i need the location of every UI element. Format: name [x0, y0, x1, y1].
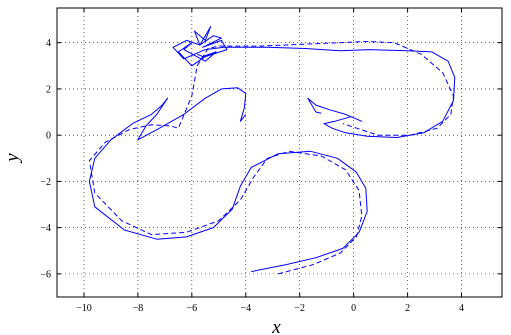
y-axis-label: y	[2, 153, 23, 164]
x-tick-label: 4	[459, 303, 464, 314]
axes-frame	[56, 7, 503, 298]
x-tick-label: 0	[351, 303, 356, 314]
y-tick-label: 2	[46, 84, 51, 95]
y-tick-label: 4	[46, 38, 51, 49]
x-tick-label: −6	[187, 303, 198, 314]
trajectory-solid-line	[88, 87, 368, 273]
y-tick-label: −2	[40, 177, 51, 188]
x-tick-label: −10	[76, 303, 92, 314]
x-tick-label: −2	[294, 303, 305, 314]
trajectory-solid-line	[194, 46, 456, 138]
x-tick-label: −8	[133, 303, 144, 314]
trajectory-solid-line	[172, 26, 228, 67]
y-tick-label: 0	[46, 131, 51, 142]
trajectory-dashed-line	[88, 41, 454, 275]
y-tick-label: −6	[40, 269, 51, 280]
y-tick-label: −4	[40, 223, 51, 234]
x-tick-label: 2	[405, 303, 410, 314]
x-tick-label: −4	[240, 303, 251, 314]
axis-ticks: −10 −8 −6 −4 −2 0 2 4 −6 −4 −2 0 2 4	[40, 8, 502, 314]
data-series-group	[88, 26, 456, 275]
x-axis-label: x	[271, 317, 281, 335]
